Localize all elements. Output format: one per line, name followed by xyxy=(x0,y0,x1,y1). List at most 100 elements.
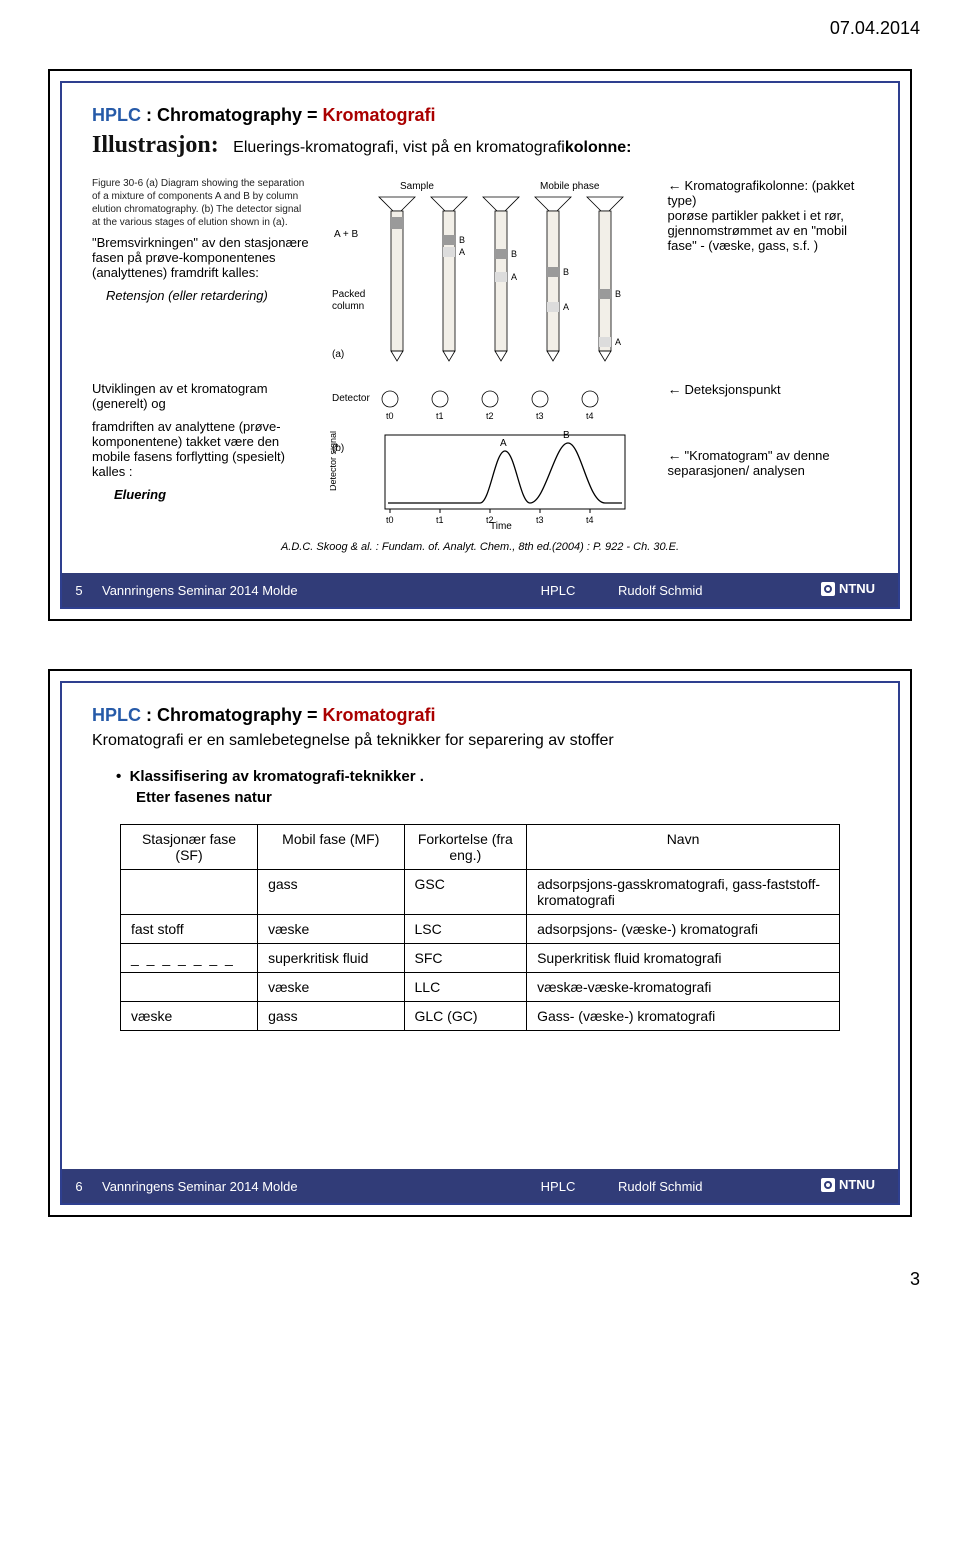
table-cell: væske xyxy=(258,915,404,944)
slide1-subtitle: Illustrasjon: Eluerings-kromatografi, vi… xyxy=(92,132,868,159)
right-text-1: Kromatografikolonne: (pakket type) porøs… xyxy=(668,178,855,253)
table-cell: gass xyxy=(258,1002,404,1031)
table-cell: _ _ _ _ _ _ _ xyxy=(121,944,258,973)
slide2-title: HPLC : Chromatography = Kromatografi xyxy=(92,705,868,726)
slide2-number: 6 xyxy=(62,1179,96,1194)
table-header: Stasjonær fase (SF) xyxy=(121,825,258,870)
footer-hplc-2: HPLC xyxy=(498,1179,618,1194)
svg-text:t1: t1 xyxy=(436,411,444,421)
table-cell: GSC xyxy=(404,870,527,915)
svg-text:t4: t4 xyxy=(586,515,594,525)
svg-text:A: A xyxy=(511,272,517,282)
slide-1: HPLC : Chromatography = Kromatografi Ill… xyxy=(48,69,912,621)
slide1-number: 5 xyxy=(62,583,96,598)
table-cell: adsorpsjons- (væske-) kromatografi xyxy=(527,915,840,944)
illus-text-a: Eluerings-kromatografi, vist på en kroma… xyxy=(233,139,565,156)
right-text-2: Deteksjonspunkt xyxy=(685,382,781,397)
slide-2-inner: HPLC : Chromatography = Kromatografi Kro… xyxy=(60,681,900,1205)
svg-text:A: A xyxy=(615,337,621,347)
curve-A: A xyxy=(500,438,507,449)
footer-ntnu-2: NTNU xyxy=(798,1177,898,1195)
table-header: Forkortelse (fra eng.) xyxy=(404,825,527,870)
footer-author: Rudolf Schmid xyxy=(618,583,798,598)
title-hplc: HPLC xyxy=(92,105,141,125)
ntnu-text-2: NTNU xyxy=(839,1177,875,1192)
illustrasjon-label: Illustrasjon: xyxy=(92,132,219,158)
illus-text-b: kolonne: xyxy=(565,139,632,156)
table-cell: LSC xyxy=(404,915,527,944)
slide1-title: HPLC : Chromatography = Kromatografi xyxy=(92,105,868,126)
left-text-1b: Retensjon (eller retardering) xyxy=(106,288,312,303)
svg-text:t1: t1 xyxy=(436,515,444,525)
d-sample: Sample xyxy=(400,181,434,192)
footer-ntnu: NTNU xyxy=(798,581,898,599)
slide-2: HPLC : Chromatography = Kromatografi Kro… xyxy=(48,669,912,1217)
arrow-icon: ← xyxy=(668,177,682,193)
table-cell: væske xyxy=(258,973,404,1002)
table-cell: fast stoff xyxy=(121,915,258,944)
title2-hplc: HPLC xyxy=(92,705,141,725)
svg-text:A: A xyxy=(459,247,465,257)
d-mobile: Mobile phase xyxy=(540,181,600,192)
svg-text:B: B xyxy=(511,249,517,259)
svg-text:B: B xyxy=(615,289,621,299)
table-cell: GLC (GC) xyxy=(404,1002,527,1031)
d-time: Time xyxy=(490,521,512,531)
slide1-left-col: Figure 30-6 (a) Diagram showing the sepa… xyxy=(92,177,312,311)
table-row: fast stoffvæskeLSCadsorpsjons- (væske-) … xyxy=(121,915,840,944)
svg-text:t0: t0 xyxy=(386,411,394,421)
table-cell: gass xyxy=(258,870,404,915)
slide2-footer: 6 Vannringens Seminar 2014 Molde HPLC Ru… xyxy=(62,1169,898,1203)
d-ab: A + B xyxy=(334,229,359,240)
slide1-right-col: ←Kromatografikolonne: (pakket type) porø… xyxy=(668,177,868,259)
table-row: _ _ _ _ _ _ _superkritisk fluidSFCSuperk… xyxy=(121,944,840,973)
d-detector: Detector xyxy=(332,393,370,404)
table-cell xyxy=(121,870,258,915)
svg-text:t3: t3 xyxy=(536,411,544,421)
slide2-bullet1: • Klassifisering av kromatografi-teknikk… xyxy=(116,768,868,785)
table-cell: superkritisk fluid xyxy=(258,944,404,973)
title2-kroma: Kromatografi xyxy=(323,705,436,725)
table-row: væskegassGLC (GC)Gass- (væske-) kromatog… xyxy=(121,1002,840,1031)
svg-text:B: B xyxy=(563,267,569,277)
curve-B: B xyxy=(563,430,570,441)
page-number: 3 xyxy=(0,1265,960,1314)
slide1-footer: 5 Vannringens Seminar 2014 Molde HPLC Ru… xyxy=(62,573,898,607)
table-row: gassGSCadsorpsjons-gasskromatografi, gas… xyxy=(121,870,840,915)
d-packed2: column xyxy=(332,301,364,312)
slide1-reference: A.D.C. Skoog & al. : Fundam. of. Analyt.… xyxy=(92,541,868,553)
table-cell xyxy=(121,973,258,1002)
left-text-2b: framdriften av analyttene (prøve-kompone… xyxy=(92,419,312,479)
d-packed1: Packed xyxy=(332,289,365,300)
title-kroma: Kromatografi xyxy=(323,105,436,125)
table-cell: LLC xyxy=(404,973,527,1002)
classification-table: Stasjonær fase (SF)Mobil fase (MF)Forkor… xyxy=(120,824,840,1031)
slide1-diagram-a: Sample Mobile phase A + B Packed column … xyxy=(330,177,650,367)
footer-seminar-2: Vannringens Seminar 2014 Molde xyxy=(96,1179,498,1194)
d-sig: Detector signal xyxy=(330,431,338,491)
footer-author-2: Rudolf Schmid xyxy=(618,1179,798,1194)
title-sep: : Chromatography = xyxy=(146,105,323,125)
table-cell: væske xyxy=(121,1002,258,1031)
svg-text:t3: t3 xyxy=(536,515,544,525)
slide2-subtitle: Kromatografi er en samlebetegnelse på te… xyxy=(92,732,868,750)
table-header: Navn xyxy=(527,825,840,870)
svg-text:t0: t0 xyxy=(386,515,394,525)
slide2-bullet2: Etter fasenes natur xyxy=(136,789,868,806)
slide1-row2: Utviklingen av et kromatogram (generelt)… xyxy=(92,381,868,531)
svg-text:B: B xyxy=(459,235,465,245)
arrow-icon-3: ← xyxy=(668,447,682,463)
slide1-row1: Figure 30-6 (a) Diagram showing the sepa… xyxy=(92,177,868,367)
slide1-right-col-2: ←Deteksjonspunkt ←"Kromatogram" av denne… xyxy=(668,381,868,484)
table-cell: væskæ-væske-kromatografi xyxy=(527,973,840,1002)
table-cell: adsorpsjons-gasskromatografi, gass-fasts… xyxy=(527,870,840,915)
column-diagram-svg: Sample Mobile phase A + B Packed column … xyxy=(330,177,650,367)
slide-1-inner: HPLC : Chromatography = Kromatografi Ill… xyxy=(60,81,900,609)
left-text-1a: "Bremsvirkningen" av den stasjonære fase… xyxy=(92,235,312,280)
svg-text:t4: t4 xyxy=(586,411,594,421)
slide1-diagram-b: Detector t0t1t2t3t4 Detector signal (b) … xyxy=(330,381,650,531)
ntnu-text: NTNU xyxy=(839,581,875,596)
d-a: (a) xyxy=(332,349,344,360)
footer-hplc: HPLC xyxy=(498,583,618,598)
left-text-2a: Utviklingen av et kromatogram (generelt)… xyxy=(92,381,312,411)
